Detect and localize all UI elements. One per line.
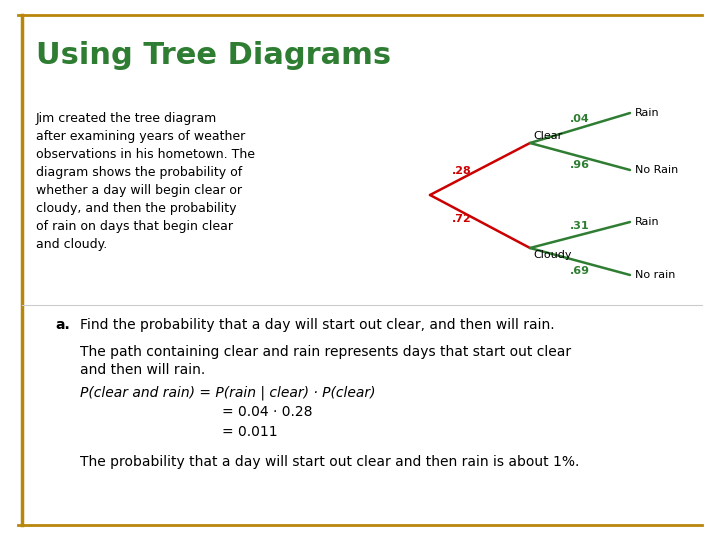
Text: Clear: Clear xyxy=(533,131,562,141)
Text: .04: .04 xyxy=(570,114,590,124)
Text: No Rain: No Rain xyxy=(635,165,678,175)
Text: Rain: Rain xyxy=(635,108,660,118)
Text: = 0.011: = 0.011 xyxy=(222,425,278,439)
Text: Using Tree Diagrams: Using Tree Diagrams xyxy=(36,40,391,70)
Text: .31: .31 xyxy=(570,221,590,231)
Text: The path containing clear and rain represents days that start out clear: The path containing clear and rain repre… xyxy=(80,345,571,359)
Text: .96: .96 xyxy=(570,160,590,171)
Text: whether a day will begin clear or: whether a day will begin clear or xyxy=(36,184,242,197)
Text: Rain: Rain xyxy=(635,217,660,227)
Text: diagram shows the probability of: diagram shows the probability of xyxy=(36,166,242,179)
Text: after examining years of weather: after examining years of weather xyxy=(36,130,246,143)
Text: cloudy, and then the probability: cloudy, and then the probability xyxy=(36,202,236,215)
Text: and cloudy.: and cloudy. xyxy=(36,238,107,251)
Text: .69: .69 xyxy=(570,266,590,275)
Text: Find the probability that a day will start out clear, and then will rain.: Find the probability that a day will sta… xyxy=(80,318,554,332)
Text: .28: .28 xyxy=(452,166,472,176)
Text: The probability that a day will start out clear and then rain is about 1%.: The probability that a day will start ou… xyxy=(80,455,580,469)
Text: No rain: No rain xyxy=(635,270,675,280)
Text: .72: .72 xyxy=(452,214,472,225)
Text: P(clear and rain) = P(rain | clear) · P(clear): P(clear and rain) = P(rain | clear) · P(… xyxy=(80,385,376,400)
Text: Cloudy: Cloudy xyxy=(533,250,572,260)
Text: a.: a. xyxy=(55,318,70,332)
Text: = 0.04 · 0.28: = 0.04 · 0.28 xyxy=(222,405,312,419)
Text: observations in his hometown. The: observations in his hometown. The xyxy=(36,148,255,161)
Text: of rain on days that begin clear: of rain on days that begin clear xyxy=(36,220,233,233)
Text: Jim created the tree diagram: Jim created the tree diagram xyxy=(36,112,217,125)
Text: and then will rain.: and then will rain. xyxy=(80,363,205,377)
